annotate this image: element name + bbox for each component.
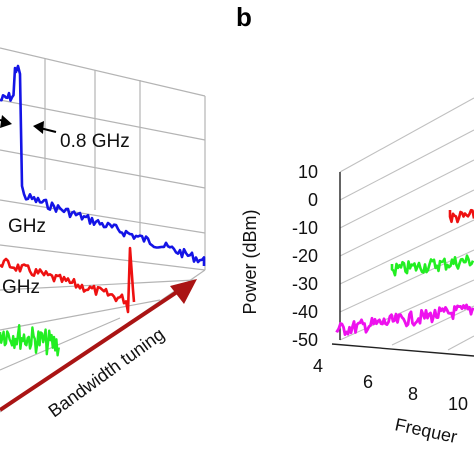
- y-tick-label: -30: [292, 274, 318, 294]
- label-ghz-red: GHz: [2, 277, 40, 298]
- y-tick-label: -20: [292, 246, 318, 266]
- y-tick-label: -40: [292, 302, 318, 322]
- x-tick-label: 8: [408, 384, 418, 404]
- label-ghz-blue: GHz: [8, 216, 46, 237]
- panel-b-series-magenta: [335, 303, 474, 337]
- y-tick-label: -10: [292, 218, 318, 238]
- peak-arrow-left: [0, 115, 12, 128]
- series-green-spectrum: [0, 324, 60, 357]
- y-tick-label: 10: [298, 162, 318, 182]
- panel-b-label: b: [236, 2, 252, 32]
- y-tick-label: -50: [292, 330, 318, 350]
- x-tick-label: 6: [363, 372, 373, 392]
- panel-b-y-ticks: 10 0 -10 -20 -30 -40 -50: [292, 162, 318, 350]
- x-tick-label: 4: [313, 356, 323, 376]
- y-tick-label: 0: [308, 190, 318, 210]
- bandwidth-tuning-arrow: [0, 279, 197, 412]
- panel-b-x-ticks: 4 6 8 10: [313, 356, 468, 414]
- series-red-spectrum: [0, 246, 136, 314]
- panel-b-series-green: [390, 254, 474, 277]
- peak-arrow-right: [33, 121, 57, 134]
- panel-b-ylabel: Power (dBm): [240, 209, 260, 314]
- panel-b-axes: [331, 172, 474, 357]
- x-tick-label: 10: [448, 394, 468, 414]
- panel-b-xlabel: Frequer: [393, 414, 459, 447]
- panel-b-series-red: [448, 208, 474, 224]
- label-0-8-ghz: 0.8 GHz: [60, 131, 130, 152]
- series-blue-spectrum: [0, 64, 206, 266]
